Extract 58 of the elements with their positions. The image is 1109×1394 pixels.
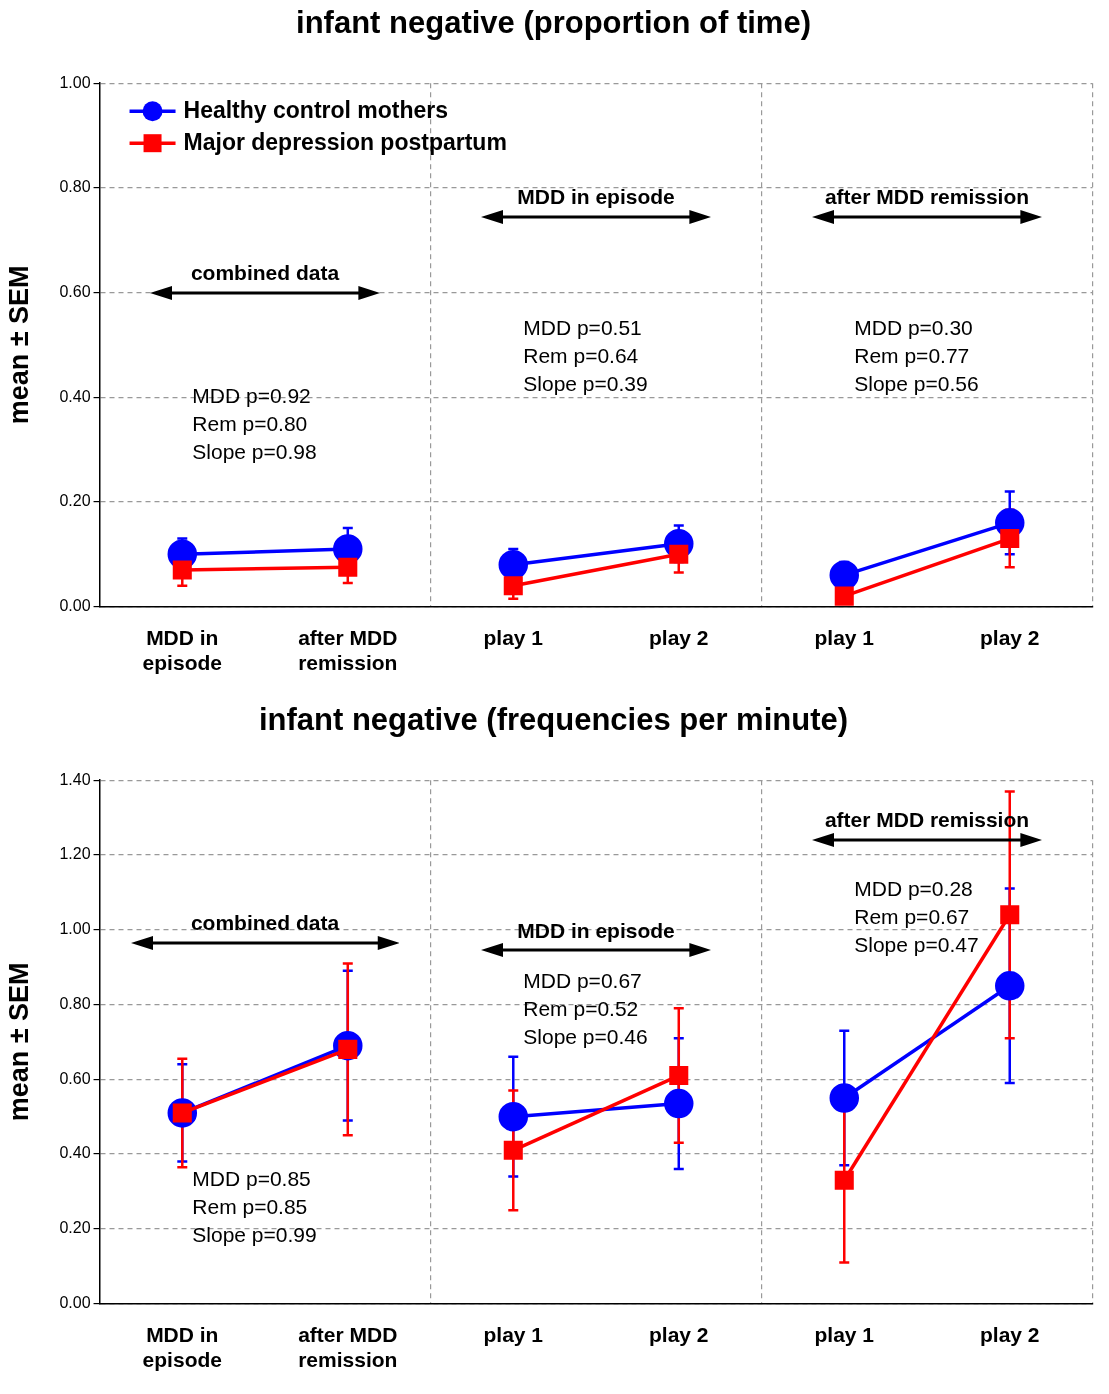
- y-axis-title: mean ± SEM: [3, 962, 34, 1122]
- y-tick-label: 0.60: [59, 1069, 91, 1087]
- y-tick-label: 0.60: [59, 282, 91, 300]
- annotation: combined data: [190, 911, 340, 935]
- y-tick-label: 0.80: [59, 994, 91, 1012]
- y-tick-label: 1.20: [59, 845, 91, 863]
- annotation: MDD p=0.51 Rem p=0.64 Slope p=0.39: [523, 315, 648, 395]
- x-tick-label: play 1: [814, 626, 875, 649]
- annotation: combined data: [190, 260, 340, 284]
- y-tick-label: 0.80: [59, 178, 91, 196]
- point: [829, 1083, 860, 1113]
- y-tick-label: 1.40: [59, 770, 91, 788]
- chart-title: infant negative (frequencies per minute): [258, 702, 849, 738]
- point: [1000, 905, 1020, 925]
- x-tick-label: play 1: [483, 626, 544, 649]
- y-tick-label: 0.00: [59, 597, 91, 615]
- y-tick-label: 0.00: [59, 1294, 91, 1312]
- y-tick-label: 0.20: [59, 1219, 91, 1237]
- annotation: MDD p=0.28 Rem p=0.67 Slope p=0.47: [854, 877, 979, 957]
- point: [995, 971, 1025, 1001]
- point: [498, 1101, 529, 1132]
- x-tick-label: play 2: [979, 626, 1040, 649]
- annotation: MDD in episode: [517, 184, 675, 208]
- legend-label: Healthy control mothers: [183, 96, 449, 123]
- point: [669, 1066, 689, 1086]
- chart-title: infant negative (proportion of time): [296, 5, 811, 41]
- x-tick-label: play 1: [483, 1323, 544, 1346]
- point: [664, 1088, 694, 1119]
- y-tick-label: 1.00: [59, 920, 91, 938]
- point: [669, 544, 689, 564]
- annotation: MDD p=0.30 Rem p=0.77 Slope p=0.56: [854, 315, 979, 395]
- y-tick-label: 1.00: [59, 73, 91, 91]
- y-tick-label: 0.40: [59, 1144, 91, 1162]
- annotation: MDD p=0.67 Rem p=0.52 Slope p=0.46: [523, 968, 648, 1048]
- point: [829, 560, 860, 590]
- y-tick-label: 0.40: [59, 387, 91, 405]
- x-tick-label: after MDD remission: [298, 626, 398, 675]
- y-tick-label: 0.20: [59, 492, 91, 510]
- x-tick-label: play 2: [648, 1323, 709, 1346]
- x-tick-label: play 2: [979, 1323, 1040, 1346]
- point: [172, 560, 192, 580]
- annotation: after MDD remission: [824, 184, 1030, 208]
- x-tick-label: MDD in episode: [142, 626, 222, 675]
- annotation: MDD p=0.92 Rem p=0.80 Slope p=0.98: [192, 384, 317, 464]
- annotation: MDD in episode: [517, 918, 675, 942]
- point: [834, 586, 854, 606]
- x-tick-label: play 2: [648, 626, 709, 649]
- point: [1000, 529, 1020, 549]
- annotation: MDD p=0.85 Rem p=0.85 Slope p=0.99: [192, 1167, 317, 1247]
- x-tick-label: play 1: [814, 1323, 875, 1346]
- point: [834, 1170, 854, 1190]
- x-tick-label: MDD in episode: [142, 1323, 222, 1372]
- x-tick-label: after MDD remission: [298, 1323, 398, 1372]
- point: [338, 557, 358, 577]
- point: [503, 576, 523, 596]
- point: [503, 1140, 523, 1160]
- legend-label: Major depression postpartum: [183, 128, 507, 155]
- y-axis-title: mean ± SEM: [3, 265, 34, 425]
